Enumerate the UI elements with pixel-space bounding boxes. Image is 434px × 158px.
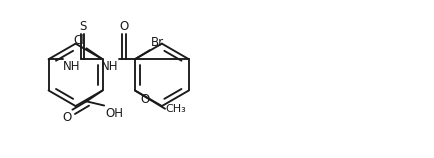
Text: Br: Br — [151, 36, 164, 49]
Text: O: O — [62, 111, 71, 124]
Text: S: S — [79, 20, 86, 33]
Text: Cl: Cl — [74, 34, 85, 47]
Text: OH: OH — [105, 106, 123, 120]
Text: CH₃: CH₃ — [166, 104, 187, 114]
Text: O: O — [119, 20, 128, 33]
Text: NH: NH — [101, 60, 118, 73]
Text: O: O — [140, 93, 149, 106]
Text: NH: NH — [63, 60, 81, 73]
